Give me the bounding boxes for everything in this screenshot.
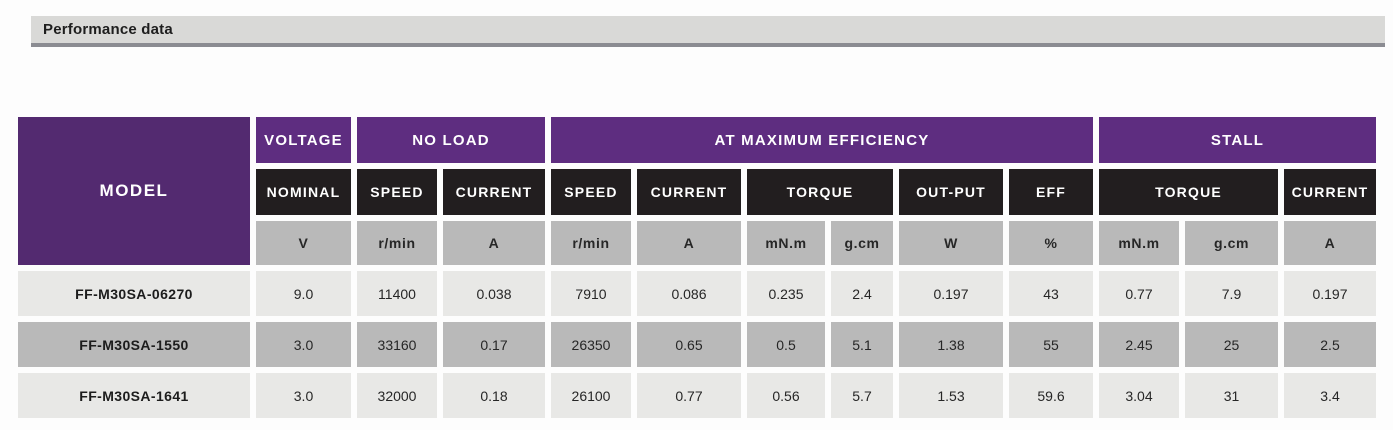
subheader-maxeff-current: CURRENT bbox=[637, 169, 741, 215]
subheader-noload-current: CURRENT bbox=[443, 169, 545, 215]
unit-voltage: V bbox=[256, 221, 351, 265]
cell-value: 3.0 bbox=[256, 322, 351, 367]
cell-value: 11400 bbox=[357, 271, 437, 316]
cell-value: 0.17 bbox=[443, 322, 545, 367]
unit-output-w: W bbox=[899, 221, 1003, 265]
subheader-nominal: NOMINAL bbox=[256, 169, 351, 215]
cell-value: 0.77 bbox=[637, 373, 741, 418]
cell-value: 0.65 bbox=[637, 322, 741, 367]
cell-value: 26100 bbox=[551, 373, 631, 418]
table-row: FF-M30SA-1550 3.0 33160 0.17 26350 0.65 … bbox=[18, 322, 1376, 367]
group-header-voltage: VOLTAGE bbox=[256, 117, 351, 163]
cell-value: 0.5 bbox=[747, 322, 825, 367]
cell-value: 59.6 bbox=[1009, 373, 1093, 418]
unit-maxeff-torque-mnm: mN.m bbox=[747, 221, 825, 265]
cell-value: 0.235 bbox=[747, 271, 825, 316]
section-title: Performance data bbox=[43, 21, 173, 38]
cell-value: 0.197 bbox=[899, 271, 1003, 316]
header-units-row: V r/min A r/min A mN.m g.cm W % mN.m g.c… bbox=[18, 221, 1376, 265]
subheader-stall-torque: TORQUE bbox=[1099, 169, 1278, 215]
header-sub-row: NOMINAL SPEED CURRENT SPEED CURRENT TORQ… bbox=[18, 169, 1376, 215]
cell-model: FF-M30SA-06270 bbox=[18, 271, 250, 316]
subheader-noload-speed: SPEED bbox=[357, 169, 437, 215]
cell-value: 2.5 bbox=[1284, 322, 1376, 367]
cell-value: 2.45 bbox=[1099, 322, 1179, 367]
table-row: FF-M30SA-1641 3.0 32000 0.18 26100 0.77 … bbox=[18, 373, 1376, 418]
unit-stall-torque-gcm: g.cm bbox=[1185, 221, 1278, 265]
cell-value: 9.0 bbox=[256, 271, 351, 316]
unit-noload-speed: r/min bbox=[357, 221, 437, 265]
cell-value: 0.56 bbox=[747, 373, 825, 418]
cell-value: 1.38 bbox=[899, 322, 1003, 367]
cell-value: 33160 bbox=[357, 322, 437, 367]
section-header-bar: Performance data bbox=[31, 16, 1385, 47]
cell-value: 26350 bbox=[551, 322, 631, 367]
cell-value: 7910 bbox=[551, 271, 631, 316]
cell-model: FF-M30SA-1641 bbox=[18, 373, 250, 418]
cell-value: 0.038 bbox=[443, 271, 545, 316]
subheader-maxeff-speed: SPEED bbox=[551, 169, 631, 215]
cell-value: 0.77 bbox=[1099, 271, 1179, 316]
cell-value: 3.04 bbox=[1099, 373, 1179, 418]
group-header-no-load: NO LOAD bbox=[357, 117, 545, 163]
cell-value: 5.1 bbox=[831, 322, 893, 367]
cell-value: 7.9 bbox=[1185, 271, 1278, 316]
cell-value: 0.197 bbox=[1284, 271, 1376, 316]
unit-maxeff-torque-gcm: g.cm bbox=[831, 221, 893, 265]
unit-eff-percent: % bbox=[1009, 221, 1093, 265]
cell-value: 31 bbox=[1185, 373, 1278, 418]
subheader-eff: EFF bbox=[1009, 169, 1093, 215]
cell-value: 2.4 bbox=[831, 271, 893, 316]
subheader-maxeff-torque: TORQUE bbox=[747, 169, 893, 215]
cell-value: 1.53 bbox=[899, 373, 1003, 418]
unit-stall-current: A bbox=[1284, 221, 1376, 265]
subheader-stall-current: CURRENT bbox=[1284, 169, 1376, 215]
unit-maxeff-speed: r/min bbox=[551, 221, 631, 265]
cell-value: 3.0 bbox=[256, 373, 351, 418]
table-row: FF-M30SA-06270 9.0 11400 0.038 7910 0.08… bbox=[18, 271, 1376, 316]
group-header-stall: STALL bbox=[1099, 117, 1376, 163]
group-header-max-efficiency: AT MAXIMUM EFFICIENCY bbox=[551, 117, 1093, 163]
cell-value: 43 bbox=[1009, 271, 1093, 316]
cell-value: 25 bbox=[1185, 322, 1278, 367]
cell-value: 0.18 bbox=[443, 373, 545, 418]
unit-stall-torque-mnm: mN.m bbox=[1099, 221, 1179, 265]
cell-value: 32000 bbox=[357, 373, 437, 418]
cell-value: 55 bbox=[1009, 322, 1093, 367]
cell-value: 3.4 bbox=[1284, 373, 1376, 418]
performance-table: MODEL VOLTAGE NO LOAD AT MAXIMUM EFFICIE… bbox=[12, 111, 1382, 424]
subheader-output: OUT-PUT bbox=[899, 169, 1003, 215]
header-group-row: MODEL VOLTAGE NO LOAD AT MAXIMUM EFFICIE… bbox=[18, 117, 1376, 265]
model-header-cell: MODEL bbox=[18, 117, 250, 265]
unit-noload-current: A bbox=[443, 221, 545, 265]
cell-model: FF-M30SA-1550 bbox=[18, 322, 250, 367]
cell-value: 5.7 bbox=[831, 373, 893, 418]
unit-maxeff-current: A bbox=[637, 221, 741, 265]
cell-value: 0.086 bbox=[637, 271, 741, 316]
